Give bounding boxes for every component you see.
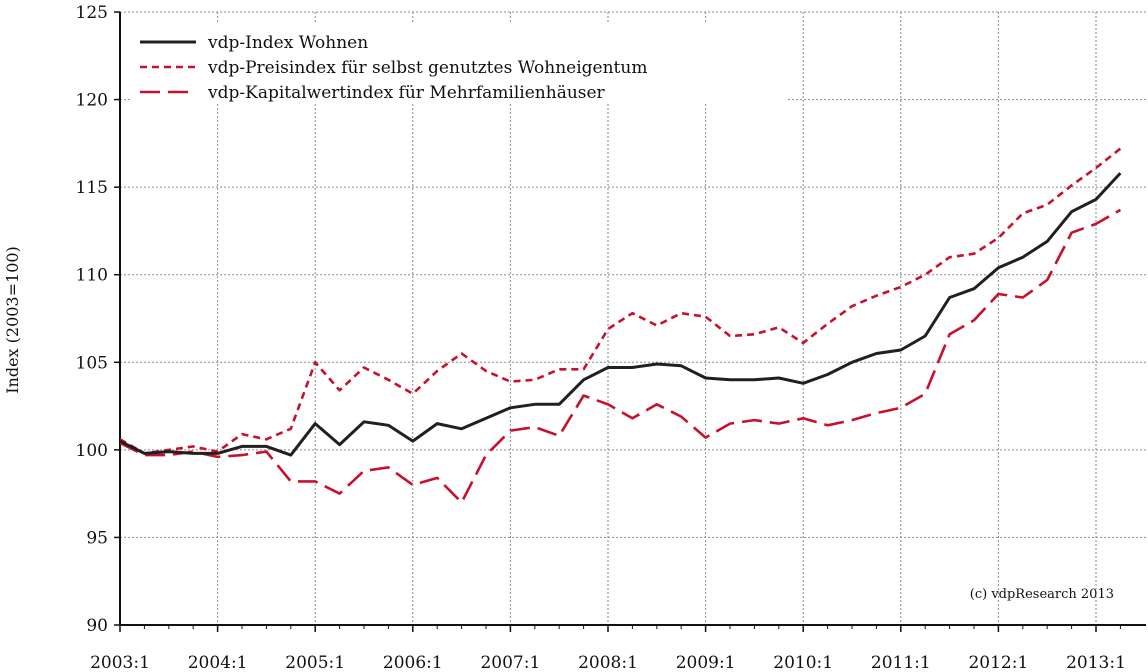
x-tick-label: 2005:1 xyxy=(285,653,345,672)
y-tick-label: 125 xyxy=(76,3,108,23)
y-tick-label: 110 xyxy=(76,266,108,286)
x-tick-label: 2010:1 xyxy=(773,653,833,672)
x-tick-label: 2011:1 xyxy=(871,653,931,672)
y-tick-label: 120 xyxy=(76,91,108,111)
x-tick-label: 2006:1 xyxy=(383,653,443,672)
copyright-note: (c) vdpResearch 2013 xyxy=(970,587,1114,602)
legend-label-1: vdp-Index Wohnen xyxy=(207,33,368,53)
legend-label-3: vdp-Kapitalwertindex für Mehrfamilienhäu… xyxy=(207,83,606,103)
legend-background xyxy=(132,22,787,104)
x-tick-label: 2004:1 xyxy=(188,653,248,672)
x-tick-labels: 2003:1 2004:1 2005:1 2006:1 2007:1 2008:1 2009… xyxy=(90,625,1126,672)
y-tick-labels: 90 95 100 105 110 115 120 125 xyxy=(76,3,120,636)
x-tick-label: 2013:1 xyxy=(1066,653,1126,672)
x-tick-label: 2003:1 xyxy=(90,653,150,672)
x-tick-label: 2008:1 xyxy=(578,653,638,672)
legend: vdp-Index Wohnen vdp-Preisindex für selbs… xyxy=(132,22,787,104)
y-tick-label: 95 xyxy=(86,528,108,548)
y-axis-label: Index (2003=100) xyxy=(3,246,22,394)
series-line-1 xyxy=(120,172,1122,457)
y-tick-label: 90 xyxy=(86,616,108,636)
x-tick-label: 2012:1 xyxy=(968,653,1028,672)
x-tick-label: 2007:1 xyxy=(480,653,540,672)
y-tick-label: 105 xyxy=(76,353,108,373)
y-tick-label: 100 xyxy=(76,441,108,461)
y-tick-label: 115 xyxy=(76,178,108,198)
series-line-3 xyxy=(120,208,1122,504)
legend-label-2: vdp-Preisindex für selbst genutztes Wohn… xyxy=(207,58,647,78)
series-line-2 xyxy=(120,147,1122,455)
x-tick-label: 2009:1 xyxy=(676,653,736,672)
series-lines xyxy=(120,147,1122,504)
